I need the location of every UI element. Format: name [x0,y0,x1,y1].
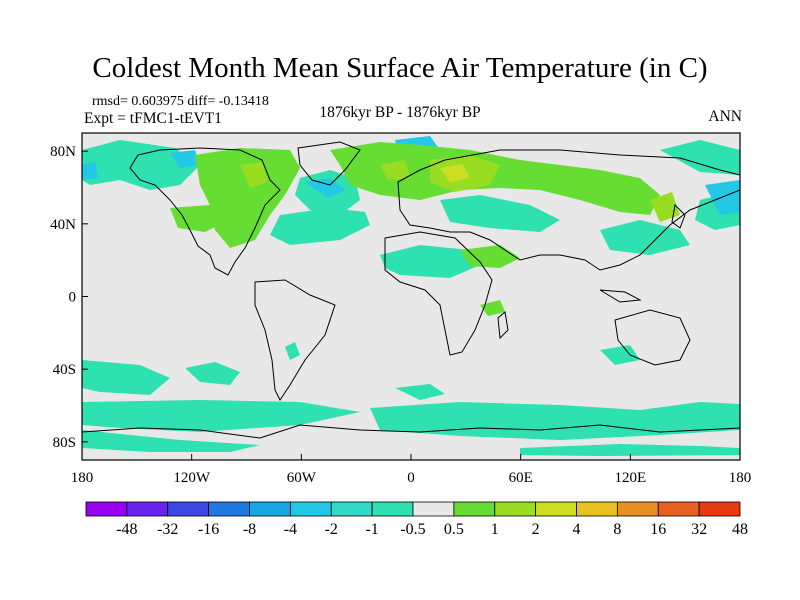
anomaly-patch [600,345,640,365]
anomaly-patch [82,162,98,180]
colorbar-label: -2 [325,521,338,538]
anomaly-patch [660,140,740,175]
lat-tick-label: 80S [53,435,76,451]
colorbar-swatch [289,501,332,517]
time-period-label: 1876kyr BP - 1876kyr BP [319,104,481,121]
colorbar-swatch [453,501,496,517]
europe-asia-coast [397,149,740,271]
africa-coast [384,231,493,356]
colorbar-label: -1 [365,521,378,538]
colorbar-swatch [371,501,414,517]
latitude-axis: 80N 40N 0 40S 80S [50,144,88,451]
anomaly-patch [460,245,520,268]
colorbar-swatch [494,501,537,517]
colorbar-swatch [576,501,618,517]
lon-tick-label: 180 [729,470,752,486]
colorbar-label: 1 [491,521,499,538]
lat-tick-label: 80N [50,144,76,160]
colorbar-swatch [249,501,291,517]
colorbar-swatch [208,501,250,517]
japan-coast [671,203,686,229]
lon-tick-label: 120E [614,470,646,486]
antarctica-coast [82,424,740,439]
colorbar-label: -0.5 [400,521,425,538]
longitude-axis: 180 120W 60W 0 60E 120E 180 [71,454,752,486]
lat-tick-label: 40N [50,217,76,233]
colorbar-label: 8 [613,521,621,538]
rmsd-diff-stats: rmsd= 0.603975 diff= -0.13418 [92,94,269,109]
lon-tick-label: 180 [71,470,94,486]
colorbar-swatch [616,501,659,517]
colorbar-label: -4 [284,521,297,538]
colorbar-swatch [535,501,577,517]
colorbar-label: 4 [573,521,581,538]
anomaly-patch [240,162,268,188]
anomaly-patch [330,142,660,215]
colorbar-label: -16 [198,521,219,538]
anomaly-patch [270,208,370,245]
lat-tick-label: 0 [69,290,77,306]
colorbar-label: -48 [116,521,137,538]
anomaly-patch [600,220,690,255]
colorbar-swatch [126,501,169,517]
colorbar-label: 48 [732,521,748,538]
colorbar-swatch [330,501,373,517]
south-america-coast [254,279,336,401]
anomaly-patch [440,195,560,232]
colorbar-label: 16 [650,521,666,538]
madagascar-coast [497,311,509,340]
colorbar-swatch [657,501,700,517]
anomaly-patch [440,164,470,182]
anomaly-patch [305,178,345,198]
anomaly-patch [82,140,200,190]
anomaly-patch [395,384,445,400]
anomaly-patch [82,360,170,395]
map-title: Coldest Month Mean Surface Air Temperatu… [92,52,708,84]
colorbar-label: -8 [243,521,256,538]
lon-tick-label: 0 [407,470,415,486]
anomaly-patch [82,430,260,452]
anomaly-patch [380,160,410,180]
anomaly-patch [185,362,240,385]
experiment-label: Expt = tFMC1-tEVT1 [84,110,222,127]
anomaly-patch [170,205,225,232]
anomaly-patch [285,342,300,360]
colorbar-label: 2 [532,521,540,538]
north-america-coast [129,147,281,276]
anomaly-patch [82,400,360,432]
lat-tick-label: 40S [53,362,76,378]
colorbar-swatch [698,501,741,517]
colorbar-swatch [85,501,128,517]
colorbar-label: -32 [157,521,178,538]
colorbar-swatch [412,501,455,517]
lon-tick-label: 60W [287,470,317,486]
colorbar-swatch [167,501,210,517]
anomaly-patch [170,150,200,168]
lon-tick-label: 60E [509,470,533,486]
anomaly-patch [380,245,480,278]
greenland-coast [297,141,361,186]
australia-coast [614,309,691,366]
anomaly-patch [650,192,680,222]
season-label: ANN [708,108,742,125]
coastlines [82,141,740,439]
colorbar-label: 32 [691,521,707,538]
lon-tick-label: 120W [173,470,211,486]
anomaly-patch [520,444,740,456]
anomaly-patch [480,300,505,316]
colorbar-label: 0.5 [444,521,464,538]
indonesia-coast [599,289,642,303]
